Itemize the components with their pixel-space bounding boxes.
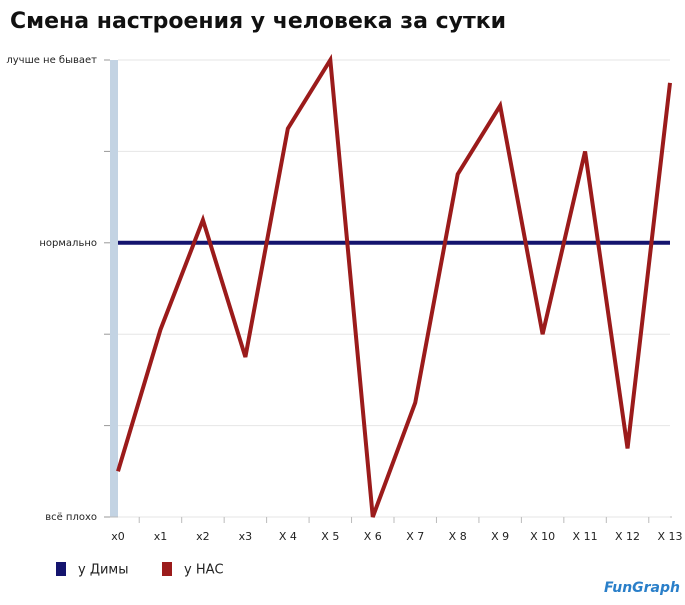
legend-label: у Димы [78,563,129,578]
x-tick-label: X 6 [364,530,382,543]
x-tick-label: X 13 [657,530,682,543]
series-line [116,53,672,518]
x-tick-label: x3 [239,530,253,543]
legend-swatch [162,562,172,576]
legend-label: у НАС [184,563,224,578]
logo: FunGraph [604,580,680,596]
x-tick-label: X 9 [491,530,509,543]
y-tick-label: всё плохо [45,512,97,523]
x-tick-label: X 8 [449,530,467,543]
x-tick-label: X 11 [573,530,598,543]
x-tick-label: X 4 [279,530,297,543]
x-tick-label: x1 [154,530,168,543]
x-tick-label: x2 [196,530,210,543]
x-tick-label: x0 [111,530,125,543]
x-tick-label: X 5 [321,530,339,543]
x-tick-label: X 12 [615,530,640,543]
x-tick-label: X 7 [406,530,424,543]
y-tick-label: лучше не бывает [6,55,97,66]
y-axis-bar [110,60,118,517]
chart-title: Смена настроения у человека за сутки [10,9,506,34]
legend-swatch [56,562,66,576]
y-tick-label: нормально [39,238,97,249]
x-tick-label: X 10 [530,530,555,543]
